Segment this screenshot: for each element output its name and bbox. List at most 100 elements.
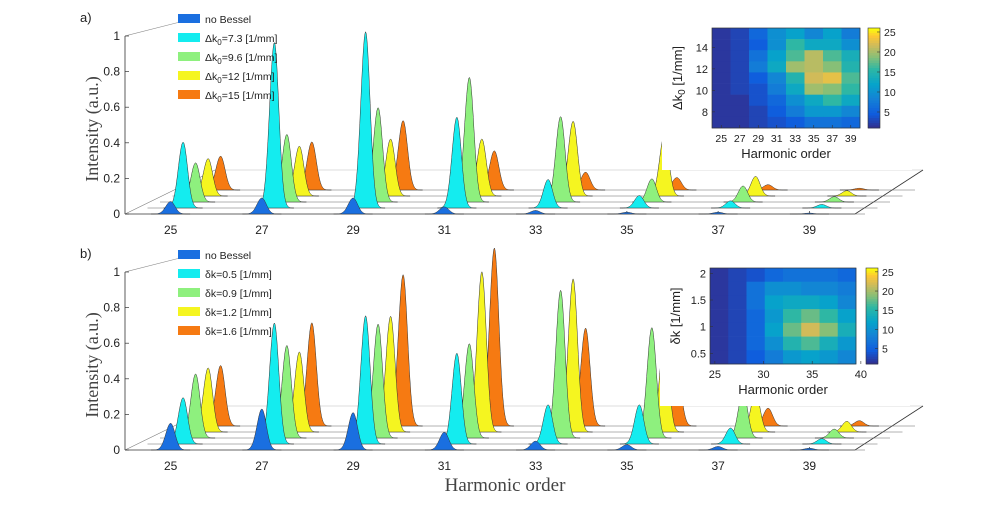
peak-panel-a-s0-h39 bbox=[789, 212, 829, 215]
legend-value: =9.6 [1/mm] bbox=[222, 52, 278, 64]
heatmap-cell bbox=[746, 295, 766, 310]
heatmap-cell bbox=[841, 61, 861, 73]
peak-panel-a-s0-h37 bbox=[698, 211, 738, 215]
inset-x-tick-label: 35 bbox=[806, 369, 818, 381]
heatmap-cell bbox=[710, 336, 729, 351]
heatmap-cell bbox=[837, 350, 857, 365]
inset-ylabel-unit: [1/mm] bbox=[670, 46, 685, 89]
heatmap-cell bbox=[819, 322, 839, 337]
colorbar-step bbox=[868, 88, 880, 91]
colorbar-step bbox=[868, 28, 880, 31]
colorbar-step bbox=[868, 110, 880, 114]
colorbar-step bbox=[866, 359, 878, 362]
peak-panel-a-s1-h33 bbox=[528, 179, 568, 209]
peak-panel-a-s0-h33 bbox=[516, 210, 556, 215]
heatmap-cell bbox=[767, 116, 787, 129]
colorbar-step bbox=[868, 38, 880, 41]
colorbar-step bbox=[868, 118, 880, 121]
x-tick-label: 35 bbox=[620, 223, 634, 237]
heatmap-cell bbox=[749, 105, 768, 118]
heatmap-cell bbox=[819, 268, 839, 283]
legend-swatch bbox=[178, 71, 200, 80]
heatmap-cell bbox=[712, 105, 731, 118]
peak-panel-b-s1-h35 bbox=[619, 404, 659, 445]
x-tick-label: 35 bbox=[620, 459, 634, 473]
heatmap-cell bbox=[749, 50, 768, 62]
depth-axis-line bbox=[854, 405, 924, 451]
x-tick-label: 27 bbox=[255, 459, 269, 473]
colorbar-step bbox=[866, 347, 878, 350]
inset-y-tick-label: 1.5 bbox=[691, 295, 706, 307]
colorbar-step bbox=[868, 100, 880, 104]
heatmap-cell bbox=[819, 281, 839, 296]
y-tick-label: 0.4 bbox=[103, 136, 120, 150]
colorbar-step bbox=[868, 90, 880, 94]
heatmap-cell bbox=[819, 350, 839, 365]
heatmap-cell bbox=[837, 295, 857, 310]
heatmap-cell bbox=[783, 350, 802, 365]
heatmap-cell bbox=[767, 39, 787, 51]
heatmap-cell bbox=[786, 61, 805, 73]
heatmap-cell bbox=[786, 105, 805, 118]
inset-ylabel-main: Δk bbox=[670, 94, 685, 110]
heatmap-cell bbox=[819, 309, 839, 324]
colorbar-step bbox=[866, 316, 878, 319]
peak-panel-b-s0-h29 bbox=[333, 412, 373, 451]
legend-value: =12 [1/mm] bbox=[222, 71, 275, 83]
heatmap-cell bbox=[783, 268, 802, 283]
colorbar-frame bbox=[865, 267, 879, 365]
colorbar-step bbox=[868, 43, 880, 46]
legend-subscript: 0 bbox=[217, 95, 222, 104]
heatmap-cell bbox=[801, 281, 820, 296]
heatmap-cell bbox=[823, 28, 842, 40]
y-tick-label: 0.6 bbox=[103, 336, 120, 350]
panel-label: a) bbox=[80, 10, 92, 25]
heatmap-cell bbox=[823, 105, 842, 118]
legend-value: =15 [1/mm] bbox=[222, 90, 275, 102]
heatmap-cell bbox=[712, 50, 731, 62]
colorbar-step bbox=[868, 95, 880, 99]
colorbar-step bbox=[866, 284, 878, 288]
peak-panel-a-s0-h29 bbox=[333, 197, 373, 215]
colorbar-step bbox=[866, 318, 878, 322]
colorbar-step bbox=[866, 296, 878, 300]
x-tick-label: 29 bbox=[346, 459, 360, 473]
heatmap-cell bbox=[730, 94, 750, 107]
heatmap-cell bbox=[749, 61, 768, 73]
x-tick-label: 27 bbox=[255, 223, 269, 237]
heatmap-cell bbox=[712, 94, 731, 107]
colorbar-step bbox=[868, 55, 880, 59]
colorbar-step bbox=[866, 275, 878, 278]
heatmap-cell bbox=[712, 28, 731, 40]
inset-x-tick-label: 40 bbox=[855, 369, 867, 381]
x-tick-label: 25 bbox=[164, 459, 178, 473]
colorbar-step bbox=[866, 301, 878, 305]
inset-y-tick-label: 14 bbox=[696, 42, 708, 54]
peak-panel-a-s1-h39 bbox=[802, 204, 842, 209]
colorbar-step bbox=[868, 45, 880, 49]
legend-entry: δk=1.2 [1/mm] bbox=[205, 307, 272, 319]
legend-swatch bbox=[178, 52, 200, 61]
inset-x-tick-label: 25 bbox=[709, 369, 721, 381]
heatmap-cell bbox=[728, 350, 747, 365]
heatmap-cell bbox=[841, 83, 861, 95]
heatmap-cell bbox=[783, 281, 802, 296]
peak-panel-b-s0-h35 bbox=[607, 444, 647, 451]
heatmap-cell bbox=[841, 72, 861, 84]
colorbar-step bbox=[868, 113, 880, 116]
heatmap-cell bbox=[728, 295, 747, 310]
heatmap-cell bbox=[823, 94, 842, 107]
inset-xlabel: Harmonic order bbox=[741, 146, 831, 161]
colorbar-step bbox=[866, 268, 878, 271]
heatmap-cell bbox=[837, 336, 857, 351]
inset-x-tick-label: 25 bbox=[715, 133, 727, 145]
inset-frame bbox=[709, 267, 857, 365]
legend-label: Δk bbox=[205, 90, 218, 102]
x-tick-label: 25 bbox=[164, 223, 178, 237]
heatmap-cell bbox=[767, 50, 787, 62]
inset-ylabel-main: δk [1/mm] bbox=[668, 287, 683, 344]
colorbar-step bbox=[866, 272, 878, 276]
colorbar-step bbox=[866, 280, 878, 283]
colorbar-tick-label: 20 bbox=[884, 47, 896, 59]
